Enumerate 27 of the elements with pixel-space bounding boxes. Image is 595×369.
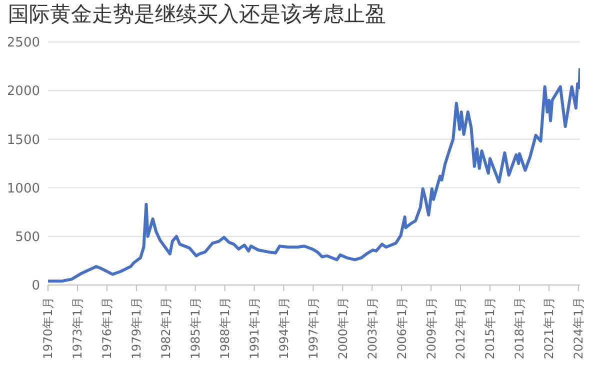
x-tick-label: 1994年1月: [276, 297, 291, 360]
x-tick-label: 1976年1月: [100, 297, 114, 360]
x-tick-label: 1985年1月: [188, 297, 203, 360]
x-tick-label: 2012年1月: [454, 297, 468, 360]
x-tick-label: 2000年1月: [336, 297, 350, 360]
x-tick-label: 2018年1月: [512, 297, 527, 360]
line-series: [48, 66, 580, 283]
x-tick-label: 2015年1月: [483, 297, 498, 360]
y-tick-label: 500: [15, 230, 40, 246]
y-tick-label: 2000: [6, 84, 40, 100]
x-tick-label: 2021年1月: [542, 297, 556, 360]
x-tick-label: 1982年1月: [159, 297, 174, 360]
x-tick-label: 1988年1月: [218, 297, 232, 360]
x-tick-label: 1991年1月: [247, 297, 262, 360]
x-tick-label: 1973年1月: [70, 297, 85, 360]
x-tick-label: 2024年1月: [572, 297, 586, 360]
x-tick-label: 2003年1月: [365, 297, 380, 360]
x-tick-label: 2009年1月: [424, 297, 438, 360]
x-tick-label: 1997年1月: [306, 297, 320, 360]
x-tick-label: 1970年1月: [41, 297, 56, 360]
y-tick-label: 0: [32, 278, 40, 294]
chart-title: 国际黄金走势是继续买入还是该考虑止盈: [8, 2, 387, 28]
y-tick-label: 1000: [6, 181, 40, 196]
y-tick-label: 2500: [6, 36, 40, 51]
y-tick-label: 1500: [6, 132, 40, 148]
x-tick-label: 1979年1月: [130, 297, 144, 360]
x-tick-label: 2006年1月: [394, 297, 409, 360]
